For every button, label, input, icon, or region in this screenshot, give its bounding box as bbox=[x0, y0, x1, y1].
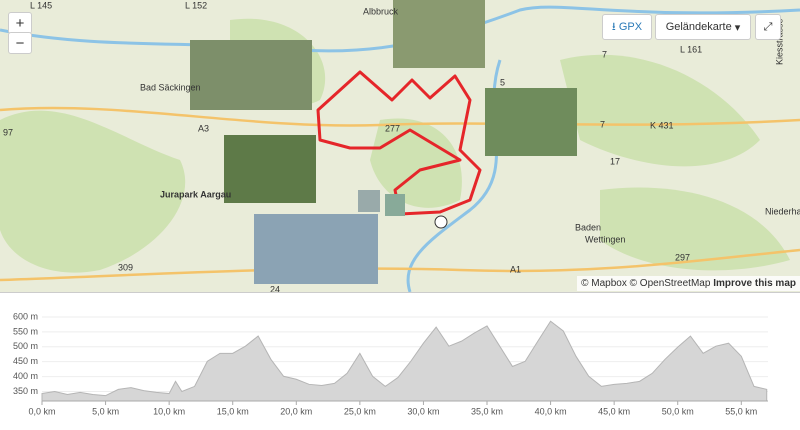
y-tick-label: 600 m bbox=[13, 311, 38, 321]
map-label: 97 bbox=[3, 127, 13, 137]
fullscreen[interactable]: ⤢ bbox=[755, 14, 781, 40]
x-tick-label: 30,0 km bbox=[407, 406, 439, 416]
elevation-profile: 350 m 400 m 450 m 500 m 550 m 600 m 0,0 km 5,0 … bbox=[0, 292, 800, 416]
road bbox=[0, 106, 800, 282]
x-tick-label: 25,0 km bbox=[344, 406, 376, 416]
layer-button[interactable]: Geländekarte ▾ bbox=[655, 14, 751, 40]
y-tick-label: 500 m bbox=[13, 341, 38, 351]
map-label: K 431 bbox=[650, 120, 674, 130]
map-label: L 145 bbox=[30, 0, 52, 10]
gpx-button[interactable]: ⭳ GPX bbox=[602, 14, 652, 40]
zoom-in[interactable]: + bbox=[8, 12, 32, 34]
map-label: A1 bbox=[510, 264, 521, 274]
photos bbox=[190, 0, 577, 284]
map-label: 297 bbox=[675, 252, 690, 262]
x-tick-label: 35,0 km bbox=[471, 406, 503, 416]
map-label: Niederha bbox=[765, 206, 800, 216]
x-tick-label: 20,0 km bbox=[280, 406, 312, 416]
map-label: 7 bbox=[600, 119, 605, 129]
improve[interactable]: Improve this map bbox=[713, 278, 796, 289]
x-tick-label: 10,0 km bbox=[153, 406, 185, 416]
x-tick-label: 15,0 km bbox=[217, 406, 249, 416]
y-tick-label: 450 m bbox=[13, 356, 38, 366]
map-label: Bad Säckingen bbox=[140, 82, 201, 92]
map-label: 24 bbox=[270, 284, 280, 292]
map-label: Albbruck bbox=[363, 6, 399, 16]
x-tick-label: 50,0 km bbox=[662, 406, 694, 416]
layer-label: Geländekarte bbox=[665, 21, 732, 33]
map-label: L 152 bbox=[185, 0, 207, 10]
x-tick-label: 0,0 km bbox=[28, 406, 55, 416]
osm[interactable]: © OpenStreetMap bbox=[629, 278, 711, 289]
attribution: © Mapbox © OpenStreetMap Improve this ma… bbox=[577, 276, 800, 291]
map-label: 5 bbox=[500, 77, 505, 87]
map-label: 17 bbox=[610, 156, 620, 166]
map-label: 7 bbox=[602, 49, 607, 59]
x-tick-label: 55,0 km bbox=[725, 406, 757, 416]
map-label: Wettingen bbox=[585, 234, 625, 244]
map-label: Kiesstrasse bbox=[774, 18, 784, 65]
route bbox=[316, 70, 482, 216]
map-label: 309 bbox=[118, 262, 133, 272]
zoom-out[interactable]: − bbox=[8, 32, 32, 54]
map-label: 277 bbox=[385, 123, 400, 133]
map-label: A3 bbox=[198, 123, 209, 133]
map-label: L 161 bbox=[680, 44, 702, 54]
elevation-area bbox=[41, 320, 768, 402]
y-tick-label: 550 m bbox=[13, 326, 38, 336]
y-tick-label: 400 m bbox=[13, 371, 38, 381]
x-tick-label: 45,0 km bbox=[598, 406, 630, 416]
map: L 145 L 152 Albbruck Bad Säckingen A3 277 Jura… bbox=[0, 0, 800, 292]
mapbox[interactable]: © Mapbox bbox=[581, 278, 627, 289]
finish-marker bbox=[434, 215, 448, 229]
gpx-label: GPX bbox=[618, 21, 643, 33]
x-tick-label: 5,0 km bbox=[92, 406, 119, 416]
map-label: Baden bbox=[575, 222, 601, 232]
x-tick-label: 40,0 km bbox=[535, 406, 567, 416]
y-tick-label: 350 m bbox=[13, 386, 38, 396]
map-label: Jurapark Aargau bbox=[160, 189, 231, 199]
